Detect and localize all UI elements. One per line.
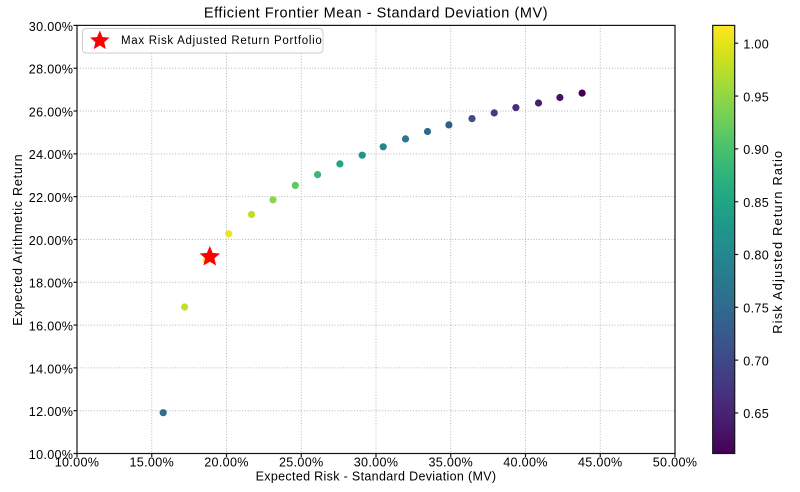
svg-text:28.00%: 28.00% bbox=[29, 63, 74, 77]
svg-text:25.00%: 25.00% bbox=[279, 456, 324, 470]
svg-text:15.00%: 15.00% bbox=[129, 456, 174, 470]
svg-text:20.00%: 20.00% bbox=[29, 234, 74, 248]
svg-text:10.00%: 10.00% bbox=[29, 448, 74, 462]
svg-text:0.85: 0.85 bbox=[743, 196, 769, 210]
svg-text:Efficient Frontier Mean - Stan: Efficient Frontier Mean - Standard Devia… bbox=[204, 6, 548, 22]
svg-text:35.00%: 35.00% bbox=[428, 456, 473, 470]
svg-text:Max Risk Adjusted Return Portf: Max Risk Adjusted Return Portfolio bbox=[121, 35, 323, 47]
svg-text:30.00%: 30.00% bbox=[29, 20, 74, 34]
svg-text:Expected Arithmetic Return: Expected Arithmetic Return bbox=[11, 154, 25, 326]
svg-text:20.00%: 20.00% bbox=[204, 456, 249, 470]
svg-text:24.00%: 24.00% bbox=[29, 148, 74, 162]
svg-text:0.65: 0.65 bbox=[743, 407, 769, 421]
svg-text:22.00%: 22.00% bbox=[29, 191, 74, 205]
svg-text:1.00: 1.00 bbox=[743, 37, 769, 51]
svg-text:0.70: 0.70 bbox=[743, 354, 769, 368]
svg-text:30.00%: 30.00% bbox=[354, 456, 399, 470]
svg-text:50.00%: 50.00% bbox=[653, 456, 698, 470]
svg-text:Expected Risk - Standard Devia: Expected Risk - Standard Deviation (MV) bbox=[256, 470, 497, 484]
svg-text:0.90: 0.90 bbox=[743, 143, 769, 157]
svg-text:0.95: 0.95 bbox=[743, 90, 769, 104]
svg-text:0.80: 0.80 bbox=[743, 249, 769, 263]
svg-text:0.75: 0.75 bbox=[743, 302, 769, 316]
svg-text:45.00%: 45.00% bbox=[578, 456, 623, 470]
svg-text:40.00%: 40.00% bbox=[503, 456, 548, 470]
svg-text:10.00%: 10.00% bbox=[55, 456, 100, 470]
svg-text:Risk Adjusted Return Ratio: Risk Adjusted Return Ratio bbox=[771, 150, 785, 334]
svg-text:18.00%: 18.00% bbox=[29, 277, 74, 291]
svg-text:12.00%: 12.00% bbox=[29, 405, 74, 419]
svg-text:14.00%: 14.00% bbox=[29, 362, 74, 376]
svg-text:26.00%: 26.00% bbox=[29, 105, 74, 119]
svg-text:16.00%: 16.00% bbox=[29, 319, 74, 333]
